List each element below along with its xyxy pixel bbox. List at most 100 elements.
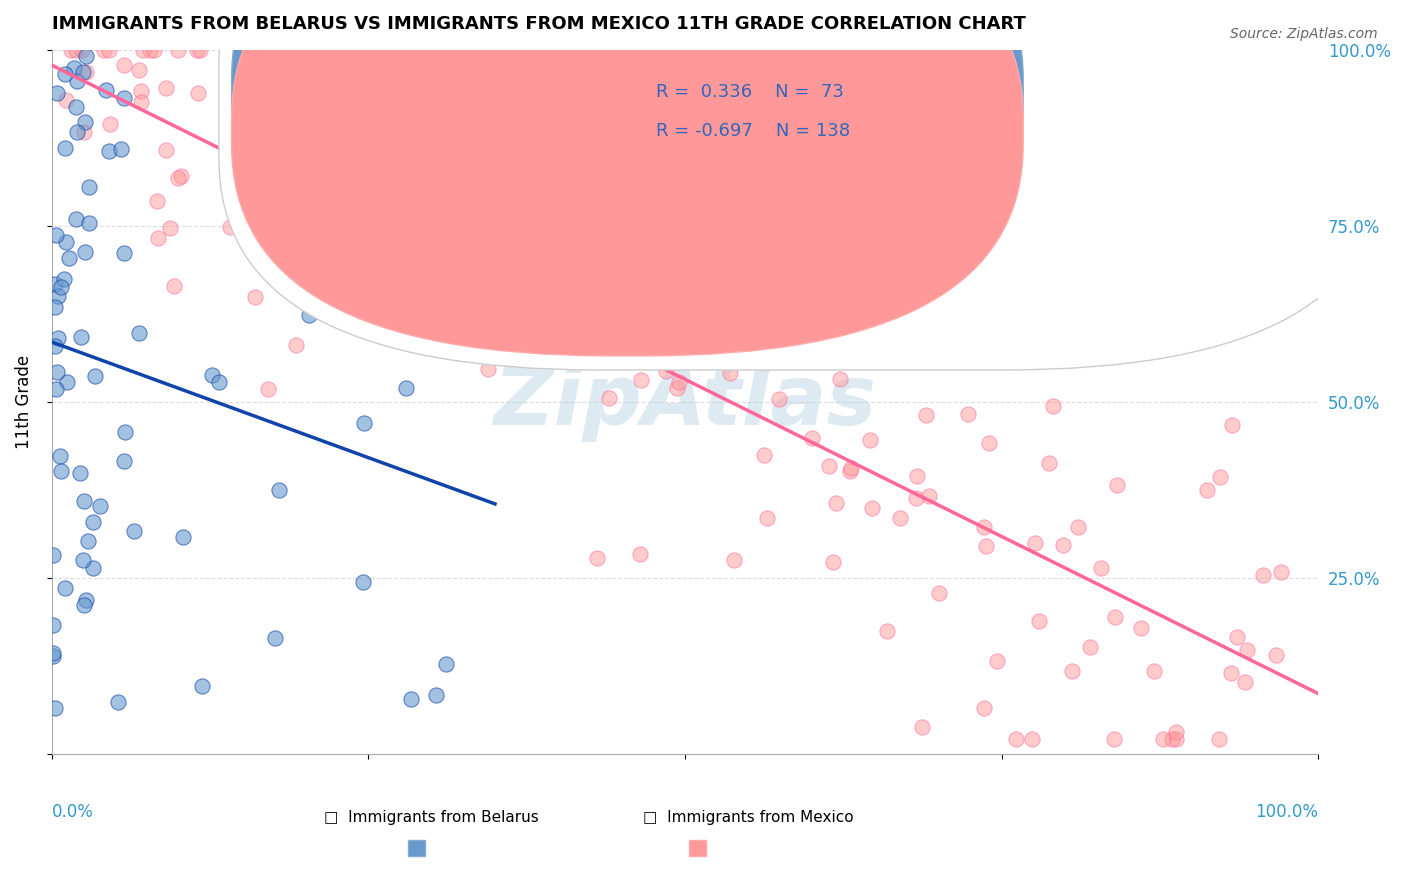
- Belarus: [267, 483, 290, 498]
- Mexico: [1251, 568, 1274, 582]
- Mexico: [349, 181, 371, 195]
- Mexico: [825, 496, 848, 510]
- Mexico: [257, 99, 280, 113]
- Mexico: [389, 194, 412, 209]
- Mexico: [586, 550, 609, 565]
- Mexico: [655, 364, 678, 378]
- Mexico: [953, 351, 976, 366]
- Mexico: [986, 654, 1008, 668]
- Belarus: [65, 212, 87, 227]
- Mexico: [391, 289, 413, 303]
- Mexico: [977, 436, 1000, 450]
- Mexico: [1028, 615, 1050, 629]
- Mexico: [981, 326, 1004, 340]
- Mexico: [524, 319, 547, 334]
- Mexico: [142, 43, 165, 57]
- Mexico: [55, 93, 77, 107]
- Mexico: [723, 273, 745, 287]
- Mexico: [132, 43, 155, 57]
- Mexico: [1226, 631, 1249, 645]
- FancyBboxPatch shape: [219, 0, 1384, 370]
- Belarus: [65, 100, 87, 114]
- Mexico: [1021, 732, 1043, 747]
- Mexico: [405, 336, 427, 351]
- Belarus: [75, 245, 97, 260]
- Mexico: [148, 231, 170, 245]
- Mexico: [219, 220, 242, 235]
- Belarus: [45, 228, 67, 243]
- Belarus: [353, 417, 375, 431]
- Y-axis label: 11th Grade: 11th Grade: [15, 355, 32, 449]
- Mexico: [1233, 674, 1256, 689]
- FancyBboxPatch shape: [232, 0, 1024, 318]
- Belarus: [72, 553, 94, 567]
- Belarus: [53, 271, 76, 285]
- Belarus: [73, 115, 96, 129]
- Belarus: [49, 449, 72, 463]
- Mexico: [167, 170, 190, 185]
- FancyBboxPatch shape: [232, 0, 1024, 356]
- Mexico: [876, 624, 898, 638]
- Mexico: [163, 279, 186, 293]
- Mexico: [128, 62, 150, 77]
- Belarus: [76, 534, 98, 549]
- Text: R =  0.336    N =  73: R = 0.336 N = 73: [655, 83, 844, 101]
- Mexico: [1270, 565, 1292, 579]
- Mexico: [973, 701, 995, 715]
- Text: IMMIGRANTS FROM BELARUS VS IMMIGRANTS FROM MEXICO 11TH GRADE CORRELATION CHART: IMMIGRANTS FROM BELARUS VS IMMIGRANTS FR…: [52, 15, 1025, 33]
- Belarus: [89, 500, 111, 514]
- Mexico: [562, 84, 585, 98]
- Mexico: [682, 259, 704, 273]
- Belarus: [395, 381, 418, 395]
- Belarus: [112, 246, 135, 260]
- Mexico: [768, 392, 790, 407]
- Mexico: [536, 252, 558, 266]
- Mexico: [1102, 732, 1125, 747]
- Mexico: [98, 43, 121, 57]
- Belarus: [172, 530, 194, 544]
- Mexico: [1164, 732, 1187, 747]
- Mexico: [284, 337, 307, 351]
- Mexico: [236, 118, 259, 132]
- Mexico: [859, 433, 882, 447]
- Mexico: [477, 361, 499, 376]
- Mexico: [1161, 732, 1184, 747]
- Belarus: [352, 574, 374, 589]
- Belarus: [42, 548, 65, 562]
- Mexico: [905, 469, 928, 483]
- Mexico: [391, 122, 413, 136]
- Belarus: [63, 61, 86, 75]
- Mexico: [484, 333, 506, 347]
- Mexico: [1130, 621, 1153, 635]
- Belarus: [82, 561, 104, 575]
- Mexico: [112, 58, 135, 72]
- Mexico: [668, 375, 690, 389]
- Mexico: [506, 136, 529, 151]
- Mexico: [1152, 732, 1174, 747]
- Mexico: [439, 147, 461, 161]
- Belarus: [122, 524, 145, 538]
- Mexico: [579, 294, 602, 309]
- Mexico: [1078, 640, 1101, 655]
- Mexico: [630, 373, 652, 387]
- Mexico: [70, 43, 93, 57]
- Mexico: [437, 186, 460, 201]
- Mexico: [262, 219, 284, 233]
- Mexico: [1004, 732, 1026, 747]
- Belarus: [107, 695, 129, 709]
- Belarus: [55, 235, 77, 250]
- Mexico: [574, 294, 596, 309]
- Mexico: [889, 510, 911, 524]
- Mexico: [821, 555, 844, 569]
- Mexico: [1038, 457, 1060, 471]
- Mexico: [170, 169, 193, 183]
- Mexico: [1143, 664, 1166, 678]
- Mexico: [723, 553, 745, 567]
- Belarus: [83, 368, 105, 383]
- Belarus: [399, 692, 422, 706]
- Mexico: [1236, 642, 1258, 657]
- Mexico: [718, 366, 741, 380]
- Belarus: [46, 331, 69, 345]
- Belarus: [46, 365, 69, 379]
- Belarus: [44, 339, 66, 353]
